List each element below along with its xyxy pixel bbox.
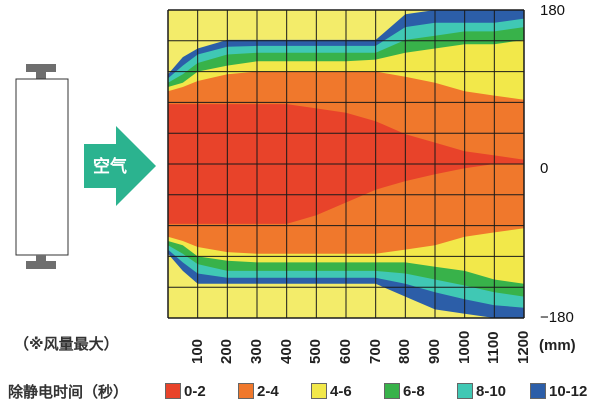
x-tick-label: 800 <box>396 338 414 364</box>
legend-swatch <box>238 383 254 399</box>
legend-swatch <box>311 383 327 399</box>
device-top-stem <box>36 72 46 80</box>
heatmap-grid <box>167 9 525 319</box>
legend-item: 2-4 <box>238 382 279 400</box>
x-tick-label: 1200 <box>515 330 532 364</box>
y-tick-middle: 0 <box>540 160 549 177</box>
legend-swatch <box>530 383 546 399</box>
x-tick-label: 300 <box>248 338 265 364</box>
legend-label: 8-10 <box>476 382 507 400</box>
legend-item: 8-10 <box>457 382 506 400</box>
device-bottom-stem <box>36 255 46 263</box>
legend-title: 除静电时间（秒） <box>8 383 129 401</box>
x-tick-label: 400 <box>277 338 295 364</box>
airflow-arrow-icon <box>84 126 156 206</box>
legend-item: 4-6 <box>311 382 352 400</box>
legend-label: 0-2 <box>184 382 206 400</box>
x-tick-label: 1000 <box>455 330 473 364</box>
y-tick-top: 180 <box>540 2 566 19</box>
x-tick-label: 200 <box>218 338 236 364</box>
x-tick-label: 500 <box>307 338 325 364</box>
x-tick-label: 100 <box>188 338 206 364</box>
device-body <box>15 78 69 256</box>
legend-swatch <box>457 383 473 399</box>
x-tick-label: 700 <box>366 338 384 364</box>
legend-label: 2-4 <box>257 382 279 400</box>
x-tick-label: 600 <box>337 338 354 364</box>
device-top-cap <box>26 64 56 72</box>
legend-label: 10-12 <box>549 382 588 400</box>
x-tick-label: 900 <box>426 338 443 364</box>
legend-swatch <box>384 383 400 399</box>
ionizer-device-illustration <box>15 64 156 269</box>
max-airflow-note: （※风量最大） <box>14 335 119 353</box>
y-tick-bottom: −180 <box>540 309 574 326</box>
x-axis-unit: (mm) <box>539 337 576 354</box>
legend-item: 0-2 <box>165 382 206 400</box>
legend-label: 6-8 <box>403 382 425 400</box>
air-label: 空气 <box>93 157 127 177</box>
x-tick-label: 1100 <box>485 331 503 364</box>
legend-item: 10-12 <box>530 382 587 400</box>
device-bottom-cap <box>26 261 56 269</box>
legend-label: 4-6 <box>330 382 352 400</box>
legend-item: 6-8 <box>384 382 425 400</box>
legend-swatch <box>165 383 181 399</box>
